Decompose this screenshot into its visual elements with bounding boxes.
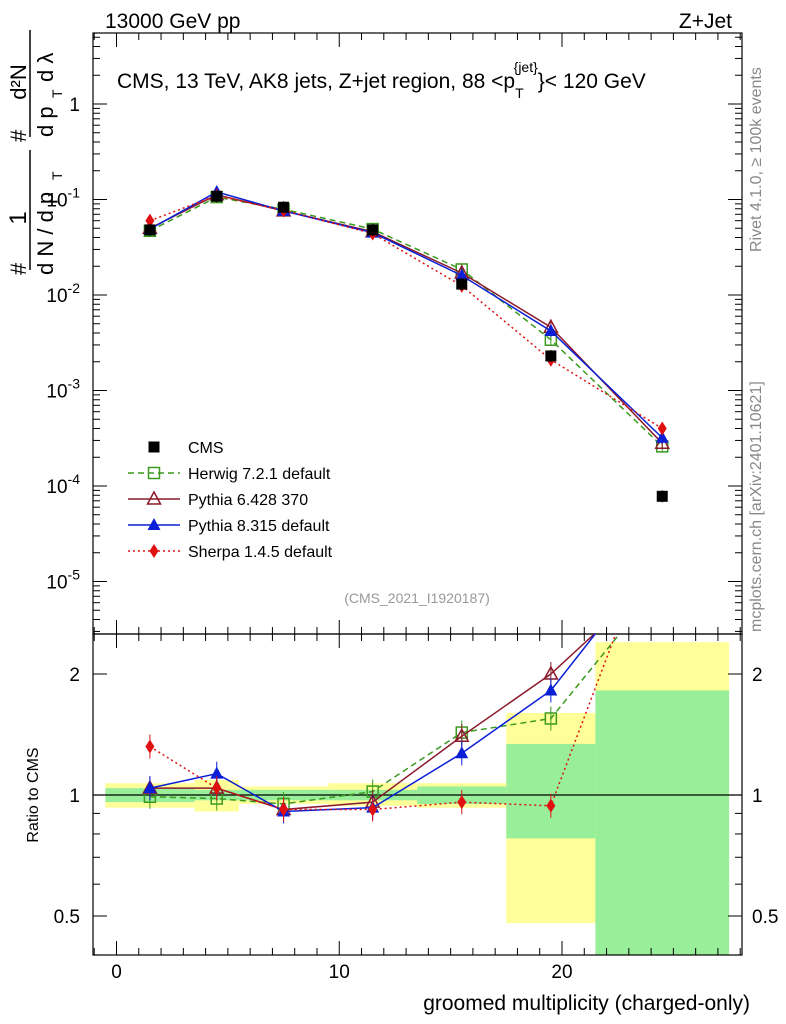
upper-ytick-label: 1 (69, 95, 80, 116)
data-point (456, 278, 468, 290)
series-line (149, 196, 663, 447)
x-axis-label: groomed multiplicity (charged-only) (423, 992, 750, 1015)
legend-label: Sherpa 1.4.5 default (188, 544, 333, 561)
series-3 (143, 184, 669, 444)
ratio-point (210, 766, 224, 779)
ratio-ytick-label-right: 1 (752, 786, 763, 807)
ratio-point (143, 781, 157, 794)
ratio-point (279, 802, 289, 817)
rivet-label: Rivet 4.1.0, ≥ 100k events (748, 67, 765, 252)
upper-ytick-label: 10-4 (46, 471, 80, 498)
header-right: Z+Jet (679, 10, 732, 33)
data-point (211, 190, 223, 202)
upper-ylabel: # 1 d N / d p T # d²N d p T d λ (5, 30, 65, 275)
legend-marker (148, 441, 160, 453)
data-point (367, 224, 379, 236)
data-point (656, 490, 668, 502)
legend-label: Pythia 8.315 default (188, 518, 330, 535)
series-2 (142, 186, 670, 450)
series-line (149, 194, 663, 444)
upper-ytick-label: 10-5 (46, 567, 80, 594)
legend-item: CMS (148, 440, 224, 457)
x-tick-label: 20 (551, 962, 572, 983)
data-point (655, 430, 669, 443)
data-point (455, 268, 469, 281)
svg-text:#: # (6, 262, 31, 275)
svg-text:T: T (49, 171, 65, 180)
series-0 (144, 190, 668, 503)
legend-item: Sherpa 1.4.5 default (128, 544, 333, 561)
ratio-point (546, 798, 556, 813)
svg-text:d λ: d λ (33, 53, 58, 82)
legend-marker (146, 490, 162, 505)
ratio-ytick-label: 1 (69, 786, 80, 807)
svg-text:d N / d p: d N / d p (33, 192, 58, 275)
svg-text:T: T (49, 89, 65, 98)
legend-marker (147, 466, 161, 480)
legend-label: Herwig 7.2.1 default (188, 466, 331, 483)
legend-label: Pythia 6.428 370 (188, 492, 308, 509)
data-series (142, 184, 670, 824)
header-left: 13000 GeV pp (105, 10, 240, 33)
ratio-point (454, 727, 470, 743)
ratio-series-4 (145, 634, 617, 822)
data-point (145, 213, 155, 228)
svg-text:d²N: d²N (6, 64, 31, 99)
ratio-ylabel: Ratio to CMS (25, 747, 42, 842)
ratio-ytick-label: 2 (69, 665, 80, 686)
ratio-ytick-label-right: 2 (752, 665, 763, 686)
mcplots-label: mcplots.cern.ch [arXiv:2401.10621] (748, 381, 765, 632)
ratio-point (145, 739, 155, 754)
ratio-point (368, 802, 378, 817)
svg-text:d p: d p (33, 106, 58, 137)
uncertainty-bands (105, 642, 730, 955)
data-point (278, 201, 290, 213)
x-tick-label: 10 (329, 962, 350, 983)
ratio-ytick-label: 0.5 (54, 907, 80, 928)
series-line (149, 191, 663, 439)
data-point (657, 421, 667, 436)
data-point (144, 224, 156, 236)
legend-item: Herwig 7.2.1 default (128, 466, 331, 483)
legend-label: CMS (188, 440, 224, 457)
band-inner-5 (506, 743, 596, 839)
series-1 (143, 190, 669, 453)
series-4 (145, 188, 667, 436)
upper-ytick-label: 10-1 (46, 185, 80, 212)
plot-title: CMS, 13 TeV, AK8 jets, Z+jet region, 88 … (117, 59, 646, 101)
legend: CMS Herwig 7.2.1 default Pythia 6.428 370 P… (128, 440, 333, 561)
ratio-point (455, 746, 469, 759)
ratio-point (212, 781, 222, 796)
svg-text:#: # (6, 129, 31, 142)
upper-ytick-label: 10-2 (46, 280, 80, 307)
svg-text:CMS, 13 TeV, AK8 jets, Z+jet r: CMS, 13 TeV, AK8 jets, Z+jet region, 88 … (117, 59, 646, 101)
legend-marker (147, 518, 161, 530)
data-point (545, 350, 557, 362)
svg-text:1: 1 (5, 211, 32, 224)
ratio-point (457, 795, 467, 810)
ratio-point (544, 712, 558, 725)
data-point (544, 323, 558, 336)
legend-item: Pythia 6.428 370 (128, 490, 308, 509)
ratio-point (544, 683, 558, 696)
x-tick-label: 0 (111, 962, 122, 983)
upper-ytick-label: 10-3 (46, 376, 80, 403)
analysis-id: (CMS_2021_I1920187) (344, 590, 490, 606)
band-inner-6 (595, 690, 730, 955)
legend-marker (149, 544, 159, 558)
axes: 0 10 20 1 10-1 10-2 10-3 10-4 10-5 0.5 0.5 1 1 2 2 (46, 33, 778, 983)
legend-item: Pythia 8.315 default (128, 518, 330, 535)
series-line (149, 194, 663, 430)
ratio-ytick-label-right: 0.5 (752, 907, 778, 928)
